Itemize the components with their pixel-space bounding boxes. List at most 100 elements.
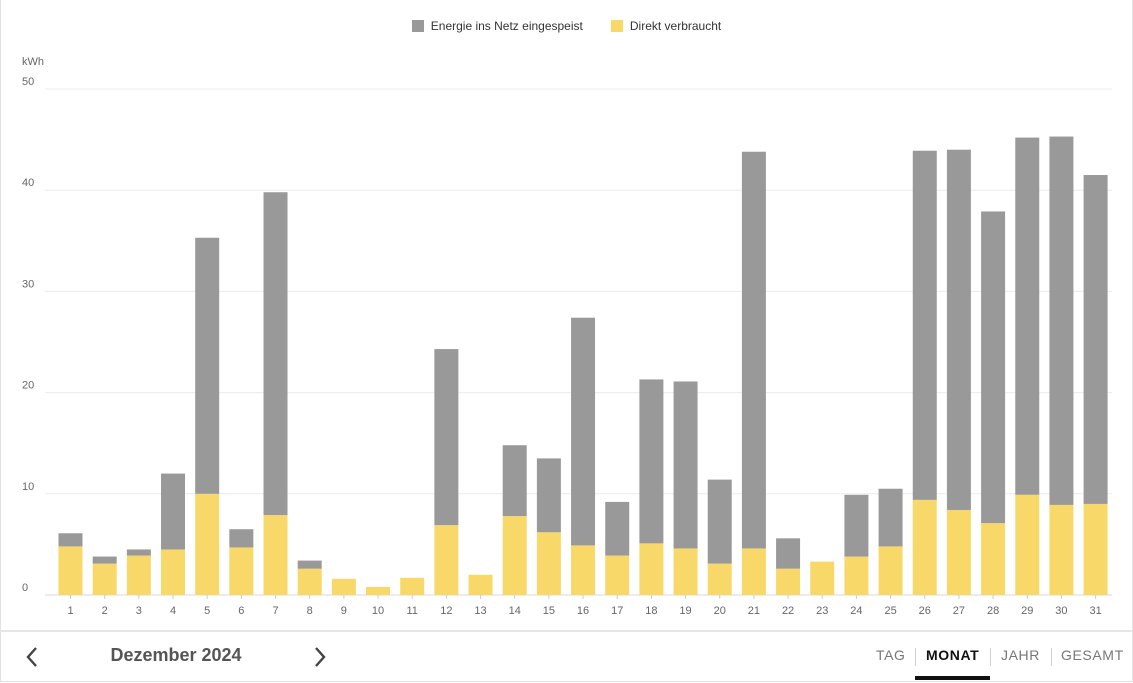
bar-direct-day-14[interactable] [502, 516, 527, 595]
bar-direct-day-12[interactable] [434, 525, 459, 595]
bar-direct-day-23[interactable] [810, 561, 835, 595]
bar-direct-day-20[interactable] [707, 563, 732, 595]
bar-fed-in-day-25[interactable] [878, 488, 903, 547]
period-toolbar: Dezember 2024 TAG MONAT JAHR GESAMT [0, 632, 1133, 682]
x-tick-label: 26 [919, 605, 931, 617]
x-tick-label: 7 [272, 605, 278, 617]
bar-direct-day-29[interactable] [1015, 494, 1040, 595]
bar-direct-day-15[interactable] [536, 532, 561, 595]
x-tick-label: 6 [238, 605, 244, 617]
bar-fed-in-day-16[interactable] [571, 317, 596, 546]
x-tick-label: 24 [850, 605, 862, 617]
next-period-button[interactable] [307, 644, 333, 670]
chevron-left-icon [26, 647, 37, 667]
bar-direct-day-18[interactable] [639, 543, 664, 595]
bar-fed-in-day-12[interactable] [434, 349, 459, 526]
x-tick-label: 12 [440, 605, 452, 617]
bar-direct-day-26[interactable] [912, 499, 937, 595]
bar-fed-in-day-2[interactable] [92, 556, 117, 564]
x-tick-label: 22 [782, 605, 794, 617]
x-tick-label: 16 [577, 605, 589, 617]
bar-direct-day-30[interactable] [1049, 504, 1074, 595]
bar-direct-day-6[interactable] [229, 547, 254, 595]
bar-fed-in-day-19[interactable] [673, 381, 698, 549]
legend-label-fed-in: Energie ins Netz eingespeist [430, 19, 583, 33]
bar-fed-in-day-20[interactable] [707, 479, 732, 564]
tab-tag[interactable]: TAG [876, 647, 906, 663]
bar-direct-day-21[interactable] [741, 548, 766, 595]
legend-label-direct: Direkt verbraucht [629, 19, 722, 33]
bar-fed-in-day-22[interactable] [776, 538, 801, 569]
x-tick-label: 15 [543, 605, 555, 617]
bar-direct-day-28[interactable] [981, 523, 1006, 595]
bar-direct-day-22[interactable] [776, 568, 801, 595]
bar-direct-day-7[interactable] [263, 515, 288, 595]
bar-direct-day-25[interactable] [878, 546, 903, 595]
bar-fed-in-day-26[interactable] [912, 150, 937, 500]
bar-direct-day-17[interactable] [605, 555, 630, 595]
x-tick-label: 13 [474, 605, 486, 617]
prev-period-button[interactable] [19, 644, 45, 670]
bar-direct-day-2[interactable] [92, 563, 117, 595]
legend-swatch-fed-in [411, 20, 424, 32]
bar-fed-in-day-30[interactable] [1049, 136, 1074, 505]
x-tick-label: 14 [509, 605, 521, 617]
bar-direct-day-3[interactable] [126, 555, 151, 595]
bar-fed-in-day-5[interactable] [195, 237, 220, 494]
x-tick-label: 20 [714, 605, 726, 617]
y-tick-label: 40 [22, 177, 34, 189]
legend-item-fed-in[interactable]: Energie ins Netz eingespeist [411, 19, 583, 33]
y-tick-label: 20 [22, 380, 34, 392]
bar-direct-day-24[interactable] [844, 556, 869, 595]
x-tick-label: 29 [1021, 605, 1033, 617]
chevron-right-icon [315, 647, 326, 667]
bar-fed-in-day-3[interactable] [126, 549, 151, 556]
bar-fed-in-day-27[interactable] [946, 149, 971, 510]
bar-fed-in-day-8[interactable] [297, 560, 322, 569]
bar-direct-day-10[interactable] [366, 586, 391, 595]
x-tick-label: 8 [307, 605, 313, 617]
x-tick-label: 25 [884, 605, 896, 617]
bar-direct-day-5[interactable] [195, 493, 220, 595]
bar-direct-day-8[interactable] [297, 568, 322, 595]
bar-direct-day-27[interactable] [946, 509, 971, 595]
bar-direct-day-1[interactable] [58, 546, 83, 595]
bar-fed-in-day-29[interactable] [1015, 137, 1040, 495]
bar-fed-in-day-15[interactable] [536, 458, 561, 533]
bar-fed-in-day-18[interactable] [639, 379, 664, 544]
x-tick-label: 27 [953, 605, 965, 617]
bar-direct-day-16[interactable] [571, 545, 596, 595]
bar-fed-in-day-1[interactable] [58, 533, 83, 547]
bar-direct-day-11[interactable] [400, 577, 425, 595]
bar-fed-in-day-17[interactable] [605, 501, 630, 556]
y-tick-label: 0 [22, 582, 28, 594]
tab-divider [915, 648, 916, 666]
x-tick-label: 30 [1055, 605, 1067, 617]
bar-fed-in-day-4[interactable] [161, 473, 186, 550]
legend-swatch-direct [610, 20, 623, 32]
bar-fed-in-day-6[interactable] [229, 529, 254, 548]
bar-fed-in-day-28[interactable] [981, 211, 1006, 524]
tab-gesamt[interactable]: GESAMT [1061, 647, 1124, 663]
x-tick-label: 19 [679, 605, 691, 617]
y-axis-label: kWh [22, 56, 44, 68]
tab-divider [990, 648, 991, 666]
bar-direct-day-13[interactable] [468, 574, 493, 595]
x-tick-label: 28 [987, 605, 999, 617]
x-tick-label: 5 [204, 605, 210, 617]
period-label: Dezember 2024 [110, 645, 242, 665]
bar-fed-in-day-24[interactable] [844, 494, 869, 557]
tab-monat[interactable]: MONAT [926, 647, 980, 663]
bar-direct-day-19[interactable] [673, 548, 698, 595]
bar-direct-day-31[interactable] [1083, 503, 1108, 595]
bar-direct-day-4[interactable] [161, 549, 186, 595]
bar-fed-in-day-14[interactable] [502, 445, 527, 517]
tab-jahr[interactable]: JAHR [1001, 647, 1040, 663]
x-tick-label: 2 [102, 605, 108, 617]
bar-fed-in-day-7[interactable] [263, 192, 288, 516]
bar-direct-day-9[interactable] [331, 578, 356, 595]
bar-fed-in-day-31[interactable] [1083, 175, 1108, 504]
y-tick-label: 30 [22, 278, 34, 290]
bar-fed-in-day-21[interactable] [741, 151, 766, 549]
legend-item-direct[interactable]: Direkt verbraucht [610, 19, 722, 33]
